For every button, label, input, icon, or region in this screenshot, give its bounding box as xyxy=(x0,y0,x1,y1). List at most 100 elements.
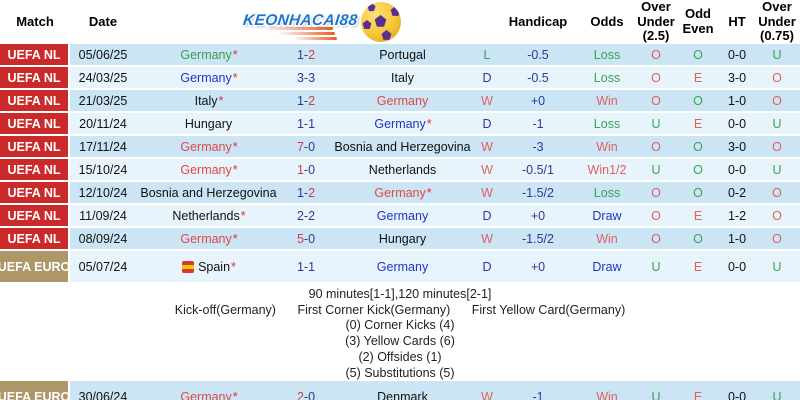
odd-even-result: E xyxy=(693,259,703,274)
full-time-score: 2-2 xyxy=(296,208,316,223)
home-team-name: Germany xyxy=(180,231,232,246)
match-row: UEFA NL 11/09/24 Netherlands * 2-2 German… xyxy=(0,205,800,228)
col-odds: Odds xyxy=(590,13,624,29)
half-time-score: 1-0 xyxy=(727,231,747,246)
home-team-name: Germany xyxy=(180,139,232,154)
result-letter: D xyxy=(482,116,492,131)
result-letter: W xyxy=(481,93,493,108)
match-row: UEFA NL 12/10/24 Bosnia and Herzegovina … xyxy=(0,182,800,205)
speed-line-icon xyxy=(293,37,337,40)
result-letter: W xyxy=(481,231,493,246)
away-goals: 0 xyxy=(308,139,316,154)
home-team-name: Germany xyxy=(180,70,232,85)
result-letter: W xyxy=(481,185,493,200)
away-team-name: Denmark xyxy=(377,389,428,400)
yellow-cards-stat: (3) Yellow Cards (6) xyxy=(345,334,455,349)
away-goals: 2 xyxy=(308,47,316,62)
match-row: UEFA EURO 05/07/24 Spain * 1-1 Germany D … xyxy=(0,251,800,284)
half-time-score: 0-0 xyxy=(727,162,747,177)
handicap-result: Win xyxy=(596,139,618,154)
competition-badge: UEFA NL xyxy=(0,159,70,180)
home-team-mark: * xyxy=(232,231,238,246)
over-under-25-result: U xyxy=(651,389,661,400)
away-team-name: Portugal xyxy=(379,47,426,62)
odd-even-result: E xyxy=(693,116,703,131)
home-team-mark: * xyxy=(232,162,238,177)
home-team-mark: * xyxy=(232,389,238,400)
away-team-name: Hungary xyxy=(378,231,427,246)
odd-even-result: O xyxy=(693,93,703,108)
match-row: UEFA NL 15/10/24 Germany * 1-0 Netherland… xyxy=(0,159,800,182)
col-over-under-075: Over Under (0.75) xyxy=(758,0,796,44)
full-time-score: 5-0 xyxy=(296,231,316,246)
handicap-value: +0 xyxy=(530,259,546,274)
competition-badge: UEFA NL xyxy=(0,90,70,111)
home-goals: 1 xyxy=(296,162,304,177)
handicap-result: Win1/2 xyxy=(587,162,627,177)
over-under-075-result: U xyxy=(772,389,782,400)
odd-even-result: E xyxy=(693,389,703,400)
away-team: Denmark xyxy=(330,381,476,400)
soccer-ball-icon xyxy=(361,2,401,42)
competition-badge: UEFA NL xyxy=(0,228,70,249)
half-time-score: 1-2 xyxy=(727,208,747,223)
half-time-score: 1-0 xyxy=(727,93,747,108)
home-team-name: Hungary xyxy=(184,116,233,131)
match-date: 30/06/24 xyxy=(78,389,128,400)
match-row: UEFA NL 08/09/24 Germany * 5-0 Hungary W … xyxy=(0,228,800,251)
over-under-25-result: U xyxy=(651,116,661,131)
odd-even-result: O xyxy=(693,139,703,154)
over-under-075-result: O xyxy=(772,70,782,85)
full-time-score: 1-2 xyxy=(296,185,316,200)
home-team-name: Spain xyxy=(198,259,231,274)
full-time-score: 1-0 xyxy=(296,162,316,177)
full-time-score: 1-1 xyxy=(296,259,316,274)
home-goals: 2 xyxy=(296,389,304,400)
competition-badge: UEFA NL xyxy=(0,67,70,88)
home-goals: 1 xyxy=(296,47,304,62)
competition-badge: UEFA NL xyxy=(0,44,70,65)
home-goals: 7 xyxy=(296,139,304,154)
home-goals: 1 xyxy=(296,116,304,131)
away-goals: 2 xyxy=(308,93,316,108)
home-team: Netherlands * xyxy=(136,205,282,226)
away-team-name: Bosnia and Herzegovina xyxy=(334,139,471,154)
match-row: UEFA NL 20/11/24 Hungary 1-1 Germany * D … xyxy=(0,113,800,136)
table-header: Match Date Handicap Odds Over Under (2.5… xyxy=(0,0,800,44)
handicap-result: Loss xyxy=(593,47,621,62)
home-team-name: Italy xyxy=(194,93,218,108)
home-goals: 1 xyxy=(296,93,304,108)
home-team-mark: * xyxy=(232,139,238,154)
home-team: Germany * xyxy=(136,381,282,400)
away-goals: 1 xyxy=(308,259,316,274)
home-team-name: Germany xyxy=(180,47,232,62)
home-team-mark: * xyxy=(231,259,236,274)
away-team-name: Netherlands xyxy=(368,162,437,177)
match-date: 08/09/24 xyxy=(78,231,128,246)
away-team: Italy xyxy=(330,67,476,88)
away-goals: 0 xyxy=(308,162,316,177)
handicap-value: -1.5/2 xyxy=(522,185,554,200)
half-time-score: 0-2 xyxy=(727,185,747,200)
away-team: Portugal xyxy=(330,44,476,65)
over-under-075-result: U xyxy=(772,47,782,62)
away-team: Bosnia and Herzegovina xyxy=(330,136,476,157)
keonhacai-logo[interactable]: KEONHACAI88 xyxy=(242,0,408,44)
half-time-score: 3-0 xyxy=(727,139,747,154)
handicap-value: -1 xyxy=(532,389,544,400)
handicap-value: -0.5/1 xyxy=(522,162,554,177)
handicap-result: Win xyxy=(596,389,618,400)
away-goals: 3 xyxy=(308,70,316,85)
over-under-25-result: O xyxy=(651,47,661,62)
half-time-score: 0-0 xyxy=(727,116,747,131)
away-team-name: Italy xyxy=(391,70,414,85)
home-goals: 1 xyxy=(296,259,304,274)
match-row: UEFA EURO 30/06/24 Germany * 2-0 Denmark … xyxy=(0,381,800,400)
last-meeting-summary: 90 minutes[1-1],120 minutes[2-1] Kick-of… xyxy=(0,284,800,382)
away-team: Netherlands xyxy=(330,159,476,180)
substitutions-stat: (5) Substitutions (5) xyxy=(345,365,455,380)
half-time-score: 3-0 xyxy=(727,70,747,85)
odd-even-result: O xyxy=(693,47,703,62)
match-date: 20/11/24 xyxy=(79,116,127,131)
handicap-result: Draw xyxy=(592,208,622,223)
